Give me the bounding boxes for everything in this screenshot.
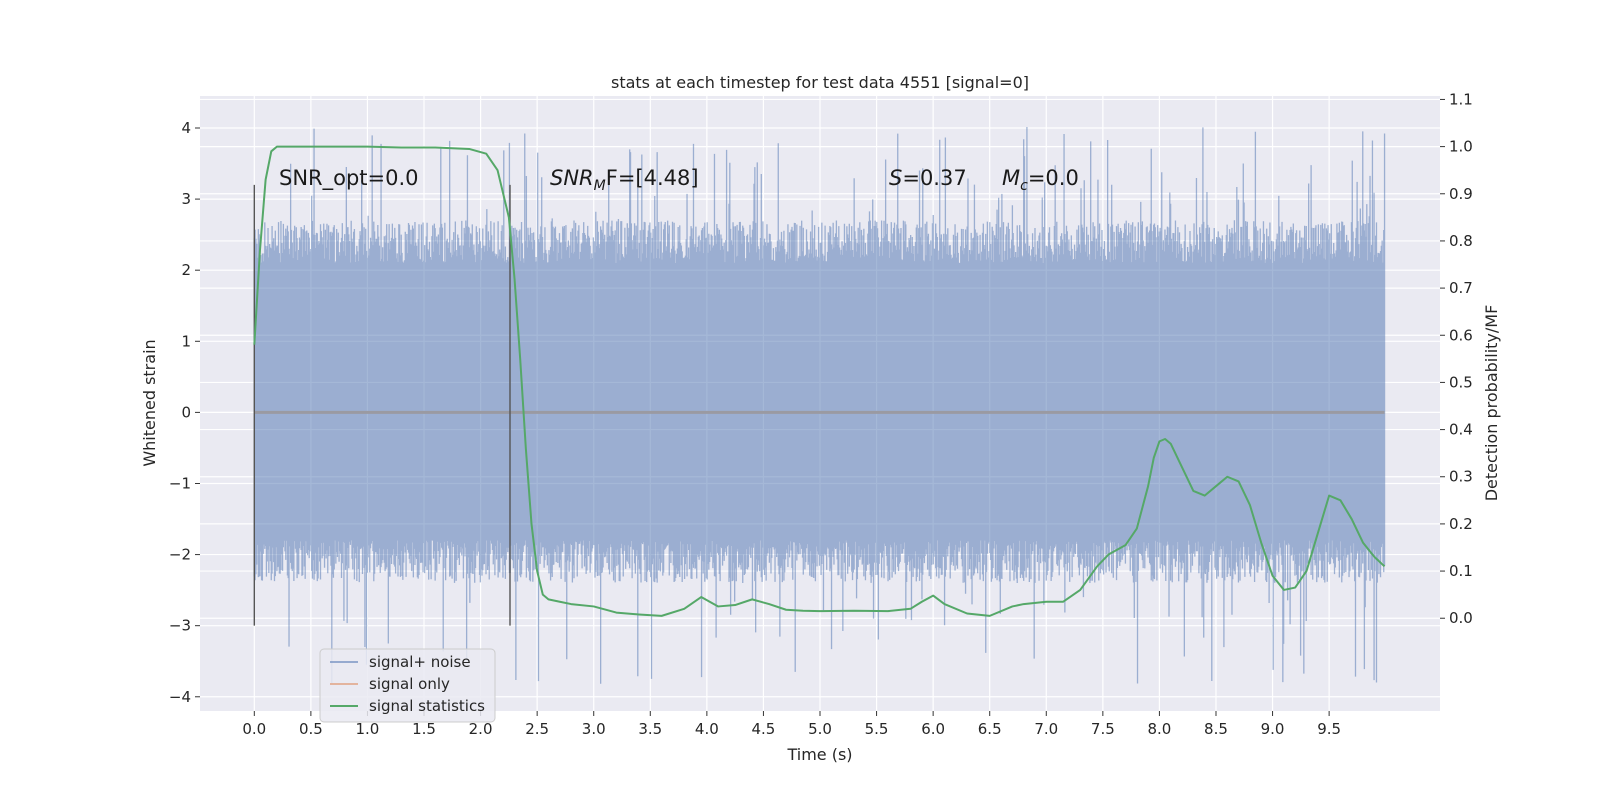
y-tick-label: −2: [169, 546, 191, 564]
y-right-tick-label: 0.7: [1449, 279, 1473, 297]
annotation-mc: Mc=0.0: [1002, 166, 1079, 194]
legend-label-signal: signal only: [369, 675, 450, 693]
legend-box: [319, 648, 496, 723]
y-right-tick-label: 0.2: [1449, 515, 1473, 533]
marker-lines: [253, 184, 511, 626]
axis-ticks: 0.0 0.5 1.0 1.5 2.0 2.5 3.0 3.5 4.0 4.5 5.0 5.5 6.0 6…: [169, 90, 1473, 738]
y-tick-label: 3: [181, 190, 191, 208]
x-tick-label: 9.0: [1261, 720, 1285, 738]
x-tick-label: 8.0: [1147, 720, 1171, 738]
x-tick-label: 2.0: [469, 720, 493, 738]
stats-series: [253, 145, 1386, 617]
y-tick-label: 4: [181, 119, 191, 137]
annotation-snr-opt: SNR_opt=0.0: [279, 166, 419, 191]
x-tick-label: 5.5: [865, 720, 889, 738]
x-tick-label: 2.5: [525, 720, 549, 738]
annotation-s: S=0.37: [889, 166, 967, 190]
y-right-tick-label: 0.6: [1449, 326, 1473, 344]
x-tick-label: 1.5: [412, 720, 436, 738]
y-axis-label: Whitened strain: [140, 339, 159, 466]
x-tick-label: 6.0: [921, 720, 945, 738]
y-tick-label: 2: [181, 261, 191, 279]
legend-label-noise: signal+ noise: [369, 653, 471, 671]
x-tick-label: 8.5: [1204, 720, 1228, 738]
x-tick-label: 4.5: [752, 720, 776, 738]
x-tick-label: 3.5: [638, 720, 662, 738]
y-right-tick-label: 0.9: [1449, 185, 1473, 203]
x-tick-label: 1.0: [356, 720, 380, 738]
x-tick-label: 0.5: [299, 720, 323, 738]
x-tick-label: 7.5: [1091, 720, 1115, 738]
legend-label-stats: signal statistics: [369, 697, 485, 715]
x-tick-label: 7.0: [1034, 720, 1058, 738]
chart-title: stats at each timestep for test data 455…: [611, 73, 1029, 92]
y-right-axis-label: Detection probability/MF: [1482, 305, 1501, 502]
y-tick-label: 1: [181, 332, 191, 350]
y-right-tick-label: 0.1: [1449, 562, 1473, 580]
x-tick-label: 4.0: [695, 720, 719, 738]
y-tick-label: −3: [169, 617, 191, 635]
x-tick-label: 6.5: [978, 720, 1002, 738]
signal-statistics-line: [253, 145, 1386, 617]
y-tick-label: −1: [169, 474, 191, 492]
y-right-tick-label: 0.8: [1449, 232, 1473, 250]
y-right-tick-label: 0.5: [1449, 373, 1473, 391]
y-right-tick-label: 0.4: [1449, 421, 1473, 439]
x-axis-label: Time (s): [786, 745, 852, 764]
annotation-snr-mf: SNRMF=[4.48]: [550, 166, 699, 194]
x-tick-label: 0.0: [242, 720, 266, 738]
y-tick-label: −4: [169, 688, 191, 706]
x-tick-label: 5.0: [808, 720, 832, 738]
legend: signal+ noise signal only signal statist…: [319, 648, 496, 723]
y-right-tick-label: 1.0: [1449, 138, 1473, 156]
y-right-tick-label: 0.0: [1449, 609, 1473, 627]
x-tick-label: 3.0: [582, 720, 606, 738]
y-tick-label: 0: [181, 403, 191, 421]
x-tick-label: 9.5: [1317, 720, 1341, 738]
y-right-tick-label: 1.1: [1449, 90, 1473, 108]
y-right-tick-label: 0.3: [1449, 468, 1473, 486]
